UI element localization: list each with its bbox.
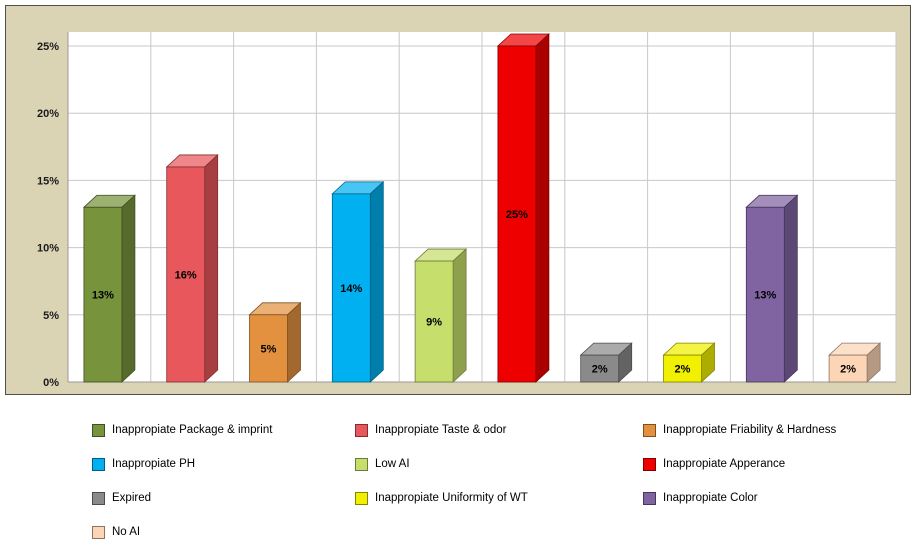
- bar-value-label: 14%: [340, 283, 362, 295]
- legend-swatch: [355, 457, 368, 471]
- legend-label: Inappropiate Uniformity of WT: [375, 492, 528, 504]
- y-axis-tick-label: 25%: [37, 41, 59, 53]
- bar-8: 2%: [662, 342, 716, 383]
- y-axis-tick-label: 0%: [43, 377, 59, 389]
- bar-5: 9%: [414, 248, 468, 383]
- legend-label: Inappropiate Apperance: [663, 458, 786, 470]
- y-axis-tick-label: 15%: [37, 175, 59, 187]
- bar-1: 13%: [82, 194, 136, 383]
- y-axis-tick-label: 20%: [37, 108, 59, 120]
- bar-value-label: 13%: [92, 290, 114, 302]
- bar-7: 2%: [579, 342, 633, 383]
- bar-value-label: 13%: [754, 290, 776, 302]
- bar-value-label: 25%: [506, 209, 528, 221]
- bar-value-label: 2%: [675, 364, 691, 376]
- bar-3: 5%: [248, 301, 302, 383]
- legend-swatch: [355, 491, 368, 505]
- legend-label: Low AI: [375, 458, 410, 470]
- bar-value-label: 2%: [840, 364, 856, 376]
- legend-label: Inappropiate Taste & odor: [375, 424, 507, 436]
- legend-label: No AI: [112, 526, 141, 538]
- legend-label: Inappropiate PH: [112, 458, 196, 470]
- legend-item: Inappropiate PH: [92, 457, 355, 471]
- legend-item: Inappropiate Package & imprint: [92, 423, 355, 437]
- legend-item: No AI: [92, 525, 355, 539]
- bar-4: 14%: [331, 180, 385, 383]
- legend-swatch: [92, 491, 105, 505]
- legend-item: Low AI: [355, 457, 643, 471]
- bar-value-label: 16%: [175, 269, 197, 281]
- legend-item: Inappropiate Friability & Hardness: [643, 423, 918, 437]
- chart-canvas: 0% 5% 10% 15% 20% 25% 13% 16% 5% 14% 9% 25% 2% 2% 13% 2…: [37, 32, 897, 389]
- bar-value-label: 9%: [426, 317, 442, 329]
- legend-item: Inappropiate Uniformity of WT: [355, 491, 643, 505]
- legend-swatch: [92, 525, 105, 539]
- legend-swatch: [643, 423, 656, 437]
- bar-6: 25%: [496, 33, 550, 383]
- legend-item: Inappropiate Taste & odor: [355, 423, 643, 437]
- chart: 0% 5% 10% 15% 20% 25% 13% 16% 5% 14% 9% 25% 2% 2% 13% 2…: [5, 5, 911, 395]
- bar-value-label: 2%: [592, 364, 608, 376]
- legend-item: Inappropiate Color: [643, 491, 918, 505]
- legend-label: Inappropiate Friability & Hardness: [663, 424, 837, 436]
- chart-legend: Inappropiate Package & imprint Inappropia…: [92, 413, 918, 549]
- legend-swatch: [643, 457, 656, 471]
- bar-2: 16%: [165, 154, 219, 383]
- legend-item: Inappropiate Apperance: [643, 457, 918, 471]
- legend-swatch: [92, 457, 105, 471]
- legend-label: Expired: [112, 492, 151, 504]
- legend-swatch: [92, 423, 105, 437]
- legend-label: Inappropiate Color: [663, 492, 758, 504]
- bar-9: 13%: [745, 194, 799, 383]
- legend-item: Expired: [92, 491, 355, 505]
- y-axis-tick-label: 5%: [43, 310, 59, 322]
- y-axis-tick-label: 10%: [37, 243, 59, 255]
- bar-value-label: 5%: [261, 343, 277, 355]
- legend-swatch: [355, 423, 368, 437]
- bar-10: 2%: [828, 342, 882, 383]
- legend-swatch: [643, 491, 656, 505]
- legend-label: Inappropiate Package & imprint: [112, 424, 273, 436]
